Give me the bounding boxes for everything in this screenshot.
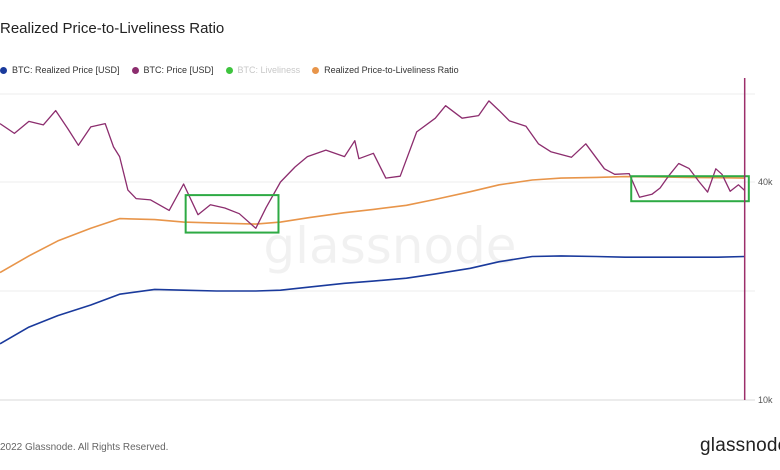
y-axis: 40k 10k [758,177,773,405]
legend-label: BTC: Liveliness [237,65,301,75]
highlight-layer [184,175,750,234]
chart-plot[interactable]: glassnode Apr '21May '21Jun '21Jul '21Au… [0,78,780,411]
highlight-box [184,194,280,234]
legend-item-ratio[interactable]: Realized Price-to-Liveliness Ratio [312,65,459,75]
chart-title: Realized Price-to-Liveliness Ratio [0,20,225,37]
y-tick-label: 10k [758,395,773,405]
legend-label: BTC: Price [USD] [143,65,214,75]
legend-dot-icon [131,66,139,74]
legend: BTC: Realized Price [USD] BTC: Price [US… [0,63,471,77]
series-line-btc-price-usd [0,100,746,229]
legend-dot-icon [0,66,7,74]
legend-label: Realized Price-to-Liveliness Ratio [324,65,459,75]
legend-dot-icon [312,66,320,74]
legend-dot-icon [225,66,233,74]
legend-item-realized-price[interactable]: BTC: Realized Price [USD] [0,65,120,75]
series-layer [0,100,746,345]
legend-item-price[interactable]: BTC: Price [USD] [131,65,214,75]
legend-label: BTC: Realized Price [USD] [12,65,120,75]
brand-logo[interactable]: glassnode [700,435,780,456]
legend-item-liveliness[interactable]: BTC: Liveliness [225,65,301,75]
series-line-btc-realized-price-usd [0,255,745,345]
copyright: 2022 Glassnode. All Rights Reserved. [0,442,169,453]
series-line-realized-price-to-liveliness-ratio [0,175,745,274]
watermark: glassnode [263,217,516,275]
y-tick-label: 40k [758,177,773,187]
highlight-box [630,175,750,203]
